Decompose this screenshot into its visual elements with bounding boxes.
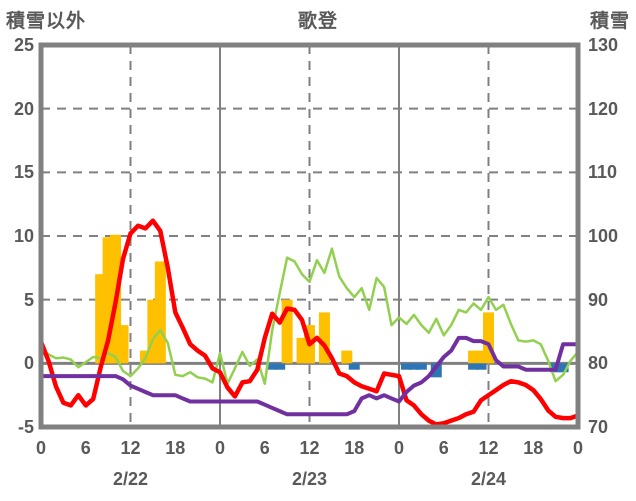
left-axis-tick: 15	[13, 162, 34, 183]
x-axis-tick-label: 6	[259, 438, 270, 458]
x-axis-tick-label: 18	[344, 438, 365, 458]
left-axis-tick: 5	[23, 289, 34, 310]
left-axis-tick: 20	[13, 98, 34, 119]
blue-bar	[408, 363, 420, 370]
chart-title: 歌登	[297, 11, 339, 32]
orange-bar	[154, 261, 166, 364]
x-axis-tick-label: 12	[120, 438, 141, 458]
plot-border	[38, 42, 581, 430]
red-line	[38, 218, 581, 427]
x-axis-tick-label: 12	[478, 438, 499, 458]
orange-bar	[468, 350, 480, 364]
blue-bar	[400, 363, 412, 370]
left-axis-tick: -5	[17, 417, 34, 437]
x-axis-tick-label: 0	[35, 438, 46, 458]
x-axis-tick-label: 18	[165, 438, 186, 458]
orange-bar	[341, 350, 353, 364]
orange-bar	[102, 237, 114, 364]
right-axis-tick: 70	[588, 417, 609, 437]
x-axis-tick-label: 12	[299, 438, 320, 458]
right-axis-title: 積雪	[589, 11, 630, 32]
orange-bar	[318, 312, 330, 364]
green-line	[39, 247, 580, 385]
orange-bar	[117, 325, 129, 364]
purple-line	[39, 335, 580, 417]
x-axis-tick-label: 6	[80, 438, 91, 458]
x-axis-tick-label: 6	[438, 438, 449, 458]
orange-bar	[475, 350, 487, 364]
right-axis-tick: 130	[588, 35, 619, 55]
blue-bar	[274, 363, 286, 370]
blue-bar	[475, 363, 487, 370]
left-axis-tick: 25	[13, 35, 34, 55]
x-axis-tick-label: 18	[523, 438, 544, 458]
date-label: 2/23	[291, 469, 328, 489]
right-axis-tick: 90	[588, 289, 609, 310]
left-axis-tick: 0	[23, 353, 34, 374]
left-axis-title: 積雪以外	[6, 11, 87, 32]
blue-bar	[415, 363, 427, 370]
blue-bar	[468, 363, 480, 370]
orange-bar	[147, 299, 159, 364]
orange-bar	[483, 312, 494, 364]
right-axis-tick: 120	[588, 98, 619, 119]
date-label: 2/24	[470, 469, 507, 489]
right-axis-tick: 110	[588, 162, 618, 183]
left-axis-tick: 10	[13, 226, 34, 246]
blue-bar	[266, 363, 278, 370]
orange-bar	[281, 299, 293, 364]
blue-bar	[430, 363, 442, 378]
x-axis-tick-label: 0	[214, 438, 225, 458]
orange-bar	[296, 337, 308, 364]
x-axis-tick-label: 0	[572, 438, 583, 458]
right-axis-tick: 100	[588, 226, 619, 246]
date-label: 2/22	[112, 469, 149, 489]
orange-bar	[95, 274, 107, 364]
blue-bar	[348, 363, 360, 370]
x-axis-tick-label: 0	[393, 438, 404, 458]
right-axis-tick: 80	[588, 353, 609, 374]
blue-bar	[557, 363, 569, 373]
